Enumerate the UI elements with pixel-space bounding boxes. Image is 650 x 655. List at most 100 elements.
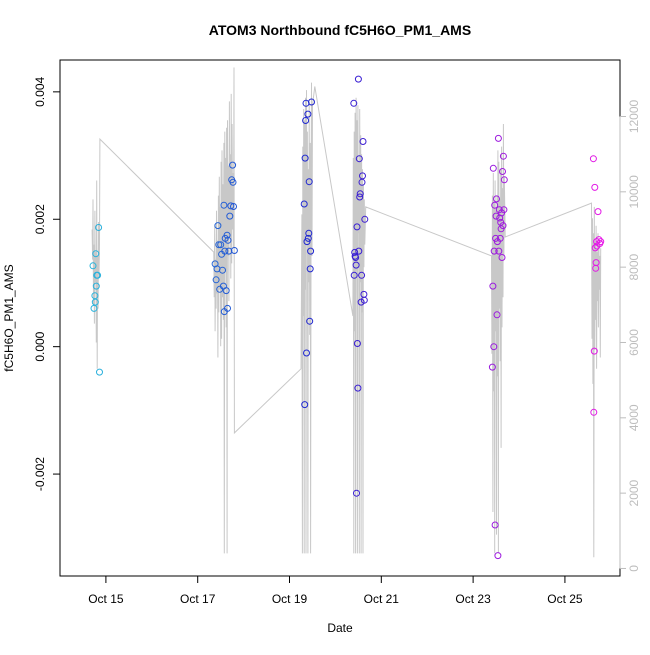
data-point	[597, 238, 605, 246]
data-point	[306, 317, 314, 325]
data-point	[230, 247, 238, 254]
data-point	[592, 259, 600, 267]
data-point	[353, 223, 361, 231]
data-point	[308, 98, 315, 106]
scatter-points	[89, 75, 605, 560]
data-point	[94, 271, 102, 279]
data-point	[220, 201, 228, 209]
y2-tick-label: 8000	[627, 253, 641, 280]
data-point	[215, 241, 223, 249]
data-point	[356, 190, 364, 198]
data-point	[221, 247, 229, 255]
data-point	[595, 236, 603, 244]
data-point	[350, 271, 358, 279]
data-point	[494, 552, 502, 560]
data-point	[90, 304, 98, 312]
data-point	[305, 178, 313, 186]
data-point	[305, 229, 313, 237]
data-point	[230, 203, 237, 210]
data-point	[302, 117, 310, 124]
data-point	[304, 234, 312, 242]
data-point	[352, 261, 360, 269]
data-point	[489, 164, 497, 172]
data-point	[498, 254, 506, 261]
x-tick-label: Oct 21	[364, 592, 400, 606]
data-point	[219, 266, 226, 274]
data-point	[590, 408, 598, 416]
data-point	[214, 222, 222, 230]
data-point	[495, 247, 503, 255]
y2-tick-label: 2000	[627, 479, 641, 506]
data-point	[493, 195, 500, 203]
data-point	[229, 161, 237, 169]
data-point	[217, 241, 225, 249]
data-point	[359, 138, 367, 145]
data-point	[491, 201, 499, 209]
data-point	[96, 368, 103, 376]
data-point	[351, 248, 359, 256]
x-tick-label: Oct 15	[88, 592, 124, 606]
data-point	[499, 222, 507, 230]
y2-tick-label: 10000	[627, 175, 641, 209]
y-axis-label: fC5H6O_PM1_AMS	[2, 264, 16, 371]
data-point	[212, 276, 220, 284]
data-point	[354, 384, 362, 392]
data-point	[301, 401, 309, 409]
y2-tick-label: 12000	[627, 99, 641, 133]
data-point	[353, 340, 361, 347]
secondary-trace	[91, 67, 602, 558]
data-point	[227, 202, 235, 210]
data-point	[222, 287, 230, 295]
y-tick-label: 0.002	[33, 204, 47, 234]
y2-tick-label: 4000	[627, 404, 641, 431]
y-tick-label: 0.000	[33, 331, 47, 361]
data-point	[224, 236, 232, 244]
data-point	[590, 347, 598, 355]
data-point	[358, 271, 366, 279]
x-tick-label: Oct 25	[547, 592, 583, 606]
data-point	[591, 244, 599, 252]
data-point	[229, 178, 237, 186]
data-point	[303, 238, 311, 246]
data-point	[89, 262, 97, 270]
data-point	[355, 247, 363, 255]
data-point	[361, 215, 369, 223]
data-point	[359, 172, 366, 180]
x-tick-label: Oct 23	[455, 592, 491, 606]
x-tick-label: Oct 19	[272, 592, 308, 606]
secondary-trace-line	[91, 67, 602, 558]
x-axis: Oct 15 Oct 17 Oct 19 Oct 21 Oct 23 Oct 25	[88, 575, 583, 606]
y2-tick-label: 6000	[627, 329, 641, 356]
data-point	[91, 298, 99, 306]
data-point	[589, 155, 597, 163]
x-tick-label: Oct 17	[180, 592, 216, 606]
data-point	[300, 200, 308, 208]
data-point	[354, 75, 362, 83]
data-point	[491, 521, 499, 529]
data-point	[307, 247, 315, 255]
data-point	[489, 282, 497, 290]
data-point	[355, 155, 363, 163]
data-point	[301, 154, 309, 162]
data-point	[490, 343, 498, 351]
data-point	[492, 212, 500, 220]
data-point	[490, 247, 498, 255]
data-point	[226, 212, 234, 220]
data-point	[306, 265, 314, 273]
data-point	[499, 152, 507, 160]
y-tick-label: 0.004	[33, 77, 47, 107]
data-point	[591, 183, 599, 191]
data-point	[594, 208, 602, 216]
data-point	[92, 250, 100, 258]
data-point	[350, 99, 358, 107]
data-point	[303, 349, 310, 357]
data-point	[353, 489, 360, 497]
data-point	[304, 110, 312, 118]
data-point	[92, 282, 100, 290]
y-tick-label: -0.002	[33, 457, 47, 491]
chart-title: ATOM3 Northbound fC5H6O_PM1_AMS	[209, 22, 471, 38]
data-point	[493, 311, 501, 319]
data-point	[500, 206, 508, 214]
data-point	[223, 231, 231, 239]
data-point	[95, 224, 103, 231]
